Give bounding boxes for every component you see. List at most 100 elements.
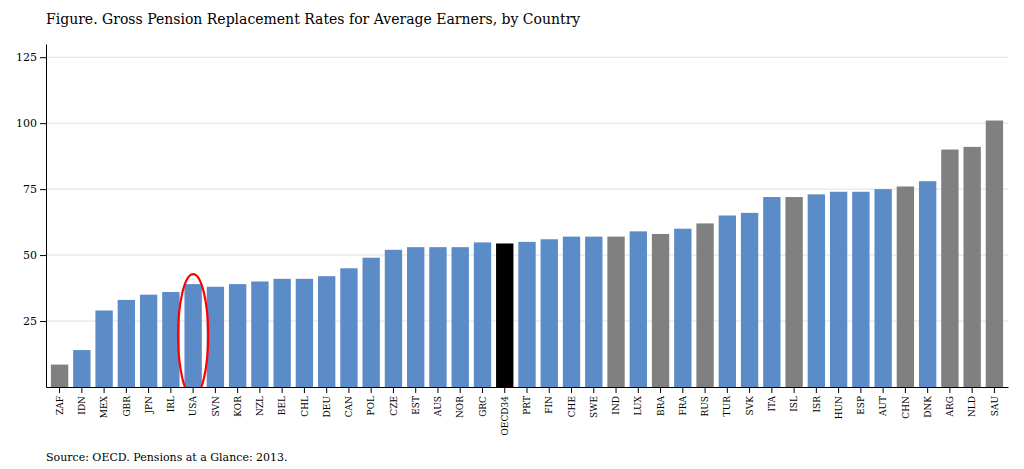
x-tick: MEX [99,387,109,418]
x-tick-mark [927,387,928,393]
bar [541,239,558,387]
y-tick-label: 125 [16,51,37,64]
x-tick: SAU [990,387,1000,416]
x-tick-mark [972,387,973,393]
x-tick-mark [282,387,283,393]
x-tick-mark [482,387,483,393]
x-tick-label: CHL [300,396,310,417]
x-tick: CHL [300,387,310,417]
x-tick-label: BRA [656,396,666,416]
bar [941,150,958,387]
x-tick-mark [638,387,639,393]
x-tick-label: HUN [834,396,844,419]
x-tick-mark [170,387,171,393]
x-tick-label: FIN [544,396,554,414]
x-tick-mark [527,387,528,393]
bar [496,243,513,387]
x-tick: GRC [478,387,488,417]
x-tick-label: DNK [923,396,933,418]
bar [518,242,535,387]
x-tick-label: SVK [745,396,755,416]
bar [963,147,980,387]
bar [140,295,157,387]
x-tick: JPN [144,387,154,415]
bar [385,250,402,387]
bar [919,181,936,387]
x-tick-label: AUS [433,396,443,417]
y-tick-mark [40,321,46,322]
x-tick-label: RUS [700,396,710,417]
x-tick-label: ZAF [55,396,65,415]
x-tick: AUT [878,387,888,417]
x-tick-mark [304,387,305,393]
x-tick-mark [393,387,394,393]
x-tick-mark [727,387,728,393]
x-tick-label: MEX [99,395,109,418]
bar [251,281,268,387]
x-tick: IRL [166,387,176,412]
x-tick-mark [259,387,260,393]
x-tick-label: NZL [255,396,265,416]
x-tick: DEU [322,387,332,417]
axis-line [46,45,47,388]
bar [563,237,580,387]
x-tick-label: IDN [77,396,87,415]
bar [162,292,179,387]
plot: ZAFIDNMEXGBRJPNIRLUSASVNKORNZLBELCHLDEUC… [16,45,1009,436]
x-tick-label: USA [188,395,198,416]
bar [95,310,112,387]
x-tick-mark [504,387,505,393]
x-tick-mark [215,387,216,393]
highlight-ellipse [178,274,208,387]
bar [474,242,491,387]
x-tick: ISR [812,387,822,413]
x-tick-label: GRC [478,396,488,417]
x-tick-mark [437,387,438,393]
x-tick: ESP [856,387,866,415]
x-tick-label: IRL [166,396,176,412]
x-tick-label: EST [411,396,421,415]
bar [318,276,335,387]
x-tick: USA [188,387,198,416]
x-tick: NLD [967,387,977,417]
x-tick-mark [460,387,461,393]
bar [696,223,713,387]
x-tick-label: ARG [945,396,955,417]
bar [897,186,914,387]
bar [51,365,68,387]
x-tick-label: ITA [767,396,777,412]
y-tick-label: 75 [23,183,37,196]
x-tick: ISL [789,387,799,412]
x-tick-label: CHE [567,396,577,417]
x-tick-label: CHN [901,396,911,419]
bar [340,268,357,387]
x-tick: SWE [589,387,599,418]
bar [118,300,135,387]
grid-line [46,123,1008,124]
x-tick: BRA [656,387,666,416]
y-tick-label: 50 [23,249,37,262]
y-tick-label: 100 [16,117,37,130]
x-tick: CAN [344,387,354,417]
bar [719,216,736,388]
x-tick-mark [371,387,372,393]
x-tick-mark [326,387,327,393]
x-tick: SVN [211,387,221,417]
x-tick: POL [366,387,376,415]
x-tick-label: OECD34 [500,396,510,436]
bar [652,234,669,387]
x-tick: EST [411,387,421,415]
x-tick-mark [571,387,572,393]
x-tick: ITA [767,387,777,412]
x-tick-mark [816,387,817,393]
y-tick: 100 [16,117,46,130]
x-tick-mark [237,387,238,393]
x-tick: IND [611,387,621,415]
x-tick-label: GBR [122,396,132,417]
x-tick-mark [348,387,349,393]
x-tick-mark [771,387,772,393]
bar [207,287,224,387]
x-tick: DNK [923,387,933,418]
x-tick: SVK [745,387,755,415]
x-tick-mark [193,387,194,393]
